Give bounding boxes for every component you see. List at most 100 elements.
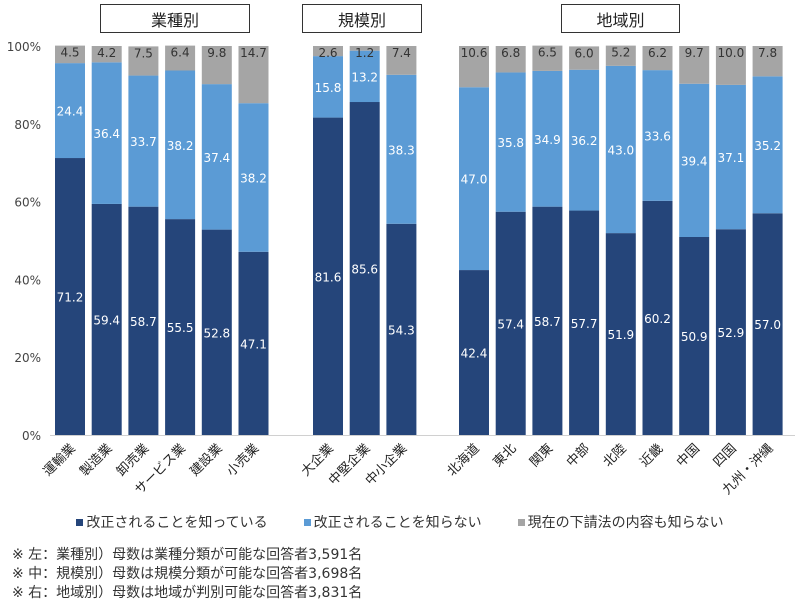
bar-segment: [569, 46, 600, 70]
data-label: 33.6: [644, 129, 671, 143]
data-label: 6.0: [575, 46, 594, 60]
bar-segment: [679, 236, 710, 435]
bar-segment: [201, 229, 232, 435]
bar-segment: [642, 46, 673, 71]
category-label: 小売業: [223, 441, 262, 480]
bar-segment: [55, 45, 85, 64]
bar-segment: [495, 72, 526, 212]
bar-segment: [91, 203, 122, 435]
category-label: 四国: [711, 441, 740, 470]
bar-segment: [532, 206, 563, 435]
category-label: 関東: [527, 441, 557, 471]
bar-segment: [313, 56, 343, 118]
bar-segment: [532, 70, 563, 207]
bar-segment: [201, 84, 232, 230]
bar-segment: [165, 70, 196, 220]
data-label: 6.8: [501, 46, 520, 60]
data-label: 4.2: [97, 46, 116, 60]
data-label: 38.2: [167, 139, 194, 153]
data-label: 42.4: [461, 347, 488, 361]
bar-segment: [605, 233, 636, 435]
bar-segment: [238, 103, 269, 252]
data-label: 10.6: [461, 46, 488, 60]
y-tick-label: 100%: [7, 40, 41, 54]
bar-segment: [238, 46, 269, 104]
data-label: 52.8: [203, 326, 230, 340]
bar-segment: [642, 70, 673, 201]
data-label: 60.2: [644, 312, 671, 326]
data-label: 47.0: [461, 173, 488, 187]
data-label: 54.3: [388, 323, 415, 337]
legend-swatch-dont-know: [303, 518, 311, 526]
bar-segment: [386, 74, 417, 224]
y-tick-label: 0%: [22, 429, 41, 443]
data-label: 15.8: [315, 81, 342, 95]
bar-segment: [642, 200, 673, 435]
data-label: 71.2: [57, 291, 84, 305]
data-label: 52.9: [718, 326, 745, 340]
data-label: 37.1: [718, 151, 745, 165]
legend-label-know: 改正されることを知っている: [86, 515, 268, 531]
bar-segment: [91, 62, 122, 204]
data-label: 24.4: [57, 105, 84, 119]
data-label: 9.7: [685, 46, 704, 60]
data-label: 47.1: [240, 337, 267, 351]
data-label: 58.7: [130, 315, 157, 329]
bar-segment: [201, 46, 232, 85]
legend-item-dont-know: 改正されることを知らない: [303, 512, 482, 532]
bar-segment: [55, 158, 85, 436]
data-label: 38.3: [388, 143, 415, 157]
bar-segment: [752, 76, 783, 214]
bar-segment: [238, 251, 269, 435]
data-label: 34.9: [534, 133, 561, 147]
legend-swatch-unaware: [517, 518, 525, 526]
data-label: 13.2: [351, 70, 378, 84]
legend: 改正されることを知っている 改正されることを知らない 現在の下請法の内容も知らな…: [0, 512, 800, 532]
data-label: 43.0: [607, 143, 634, 157]
data-label: 5.2: [611, 46, 630, 60]
data-label: 7.8: [758, 46, 777, 60]
category-label: 東北: [490, 441, 520, 471]
stacked-bar-chart: 0% 20% 40% 60% 80% 100% 71.2 24.4 4.5 運輸業 59.4 36.4…: [7, 40, 795, 498]
y-tick-label: 80%: [14, 118, 41, 132]
category-label: 北陸: [600, 441, 630, 471]
data-label: 6.5: [538, 46, 557, 60]
legend-swatch-know: [76, 518, 84, 526]
bar-segment: [569, 69, 600, 211]
y-tick-label: 60%: [14, 196, 41, 210]
data-label: 85.6: [351, 263, 378, 277]
footnote-size: ※ 中：規模別）母数は規模分類が可能な回答者3,698名: [12, 566, 363, 582]
bar-segment: [128, 75, 159, 207]
data-label: 38.2: [240, 171, 267, 185]
bar-segment: [459, 87, 489, 271]
bar-segment: [91, 46, 122, 63]
bar-segment: [349, 50, 380, 103]
category-label: 製造業: [77, 441, 116, 480]
data-label: 1.2: [355, 46, 374, 60]
bar-segment: [605, 65, 636, 234]
category-label: 中国: [674, 441, 703, 470]
bar-segment: [679, 83, 710, 237]
category-label: 中部: [564, 441, 593, 470]
data-label: 2.6: [318, 46, 337, 60]
y-tick-label: 40%: [14, 273, 41, 287]
y-tick-label: 20%: [14, 351, 41, 365]
bar-segment: [605, 45, 636, 66]
bar-segment: [165, 219, 196, 435]
bar-segment: [715, 46, 746, 85]
bar-segment: [715, 84, 746, 230]
data-label: 14.7: [240, 46, 267, 60]
bar-segment: [128, 46, 159, 76]
data-label: 35.8: [497, 136, 524, 150]
bar-segment: [459, 270, 489, 435]
data-label: 51.9: [607, 328, 634, 342]
bar-segment: [165, 45, 196, 71]
data-label: 6.4: [171, 46, 190, 60]
group-title-region: 地域別: [561, 4, 680, 33]
data-label: 59.4: [93, 313, 120, 327]
legend-label-unaware: 現在の下請法の内容も知らない: [527, 515, 724, 531]
data-label: 57.4: [497, 317, 524, 331]
legend-item-know: 改正されることを知っている: [76, 512, 268, 532]
bar-segment: [752, 46, 783, 77]
data-label: 6.2: [648, 46, 667, 60]
